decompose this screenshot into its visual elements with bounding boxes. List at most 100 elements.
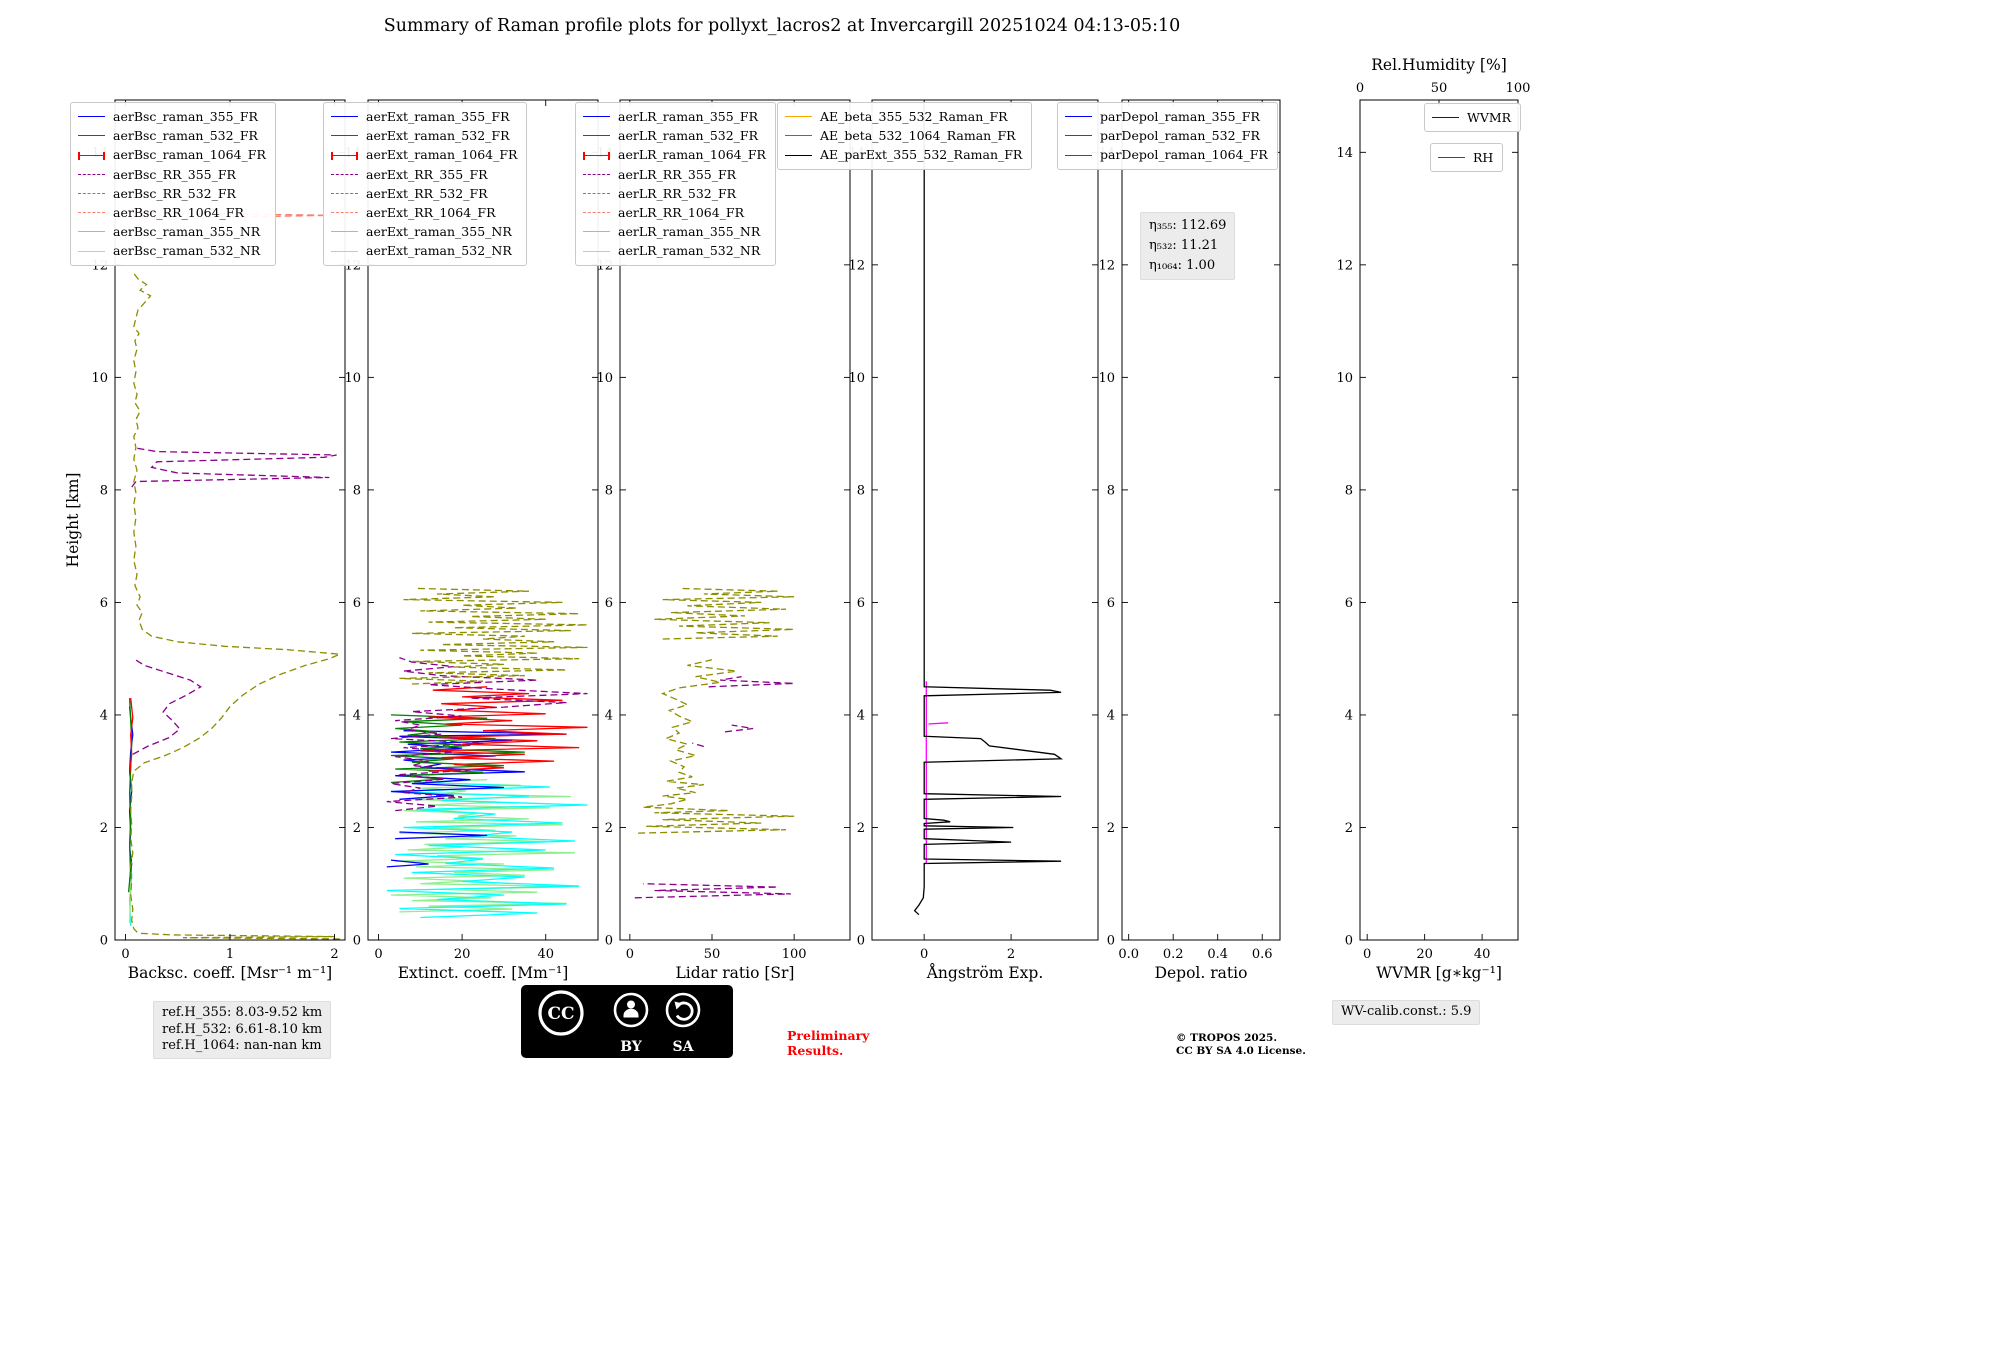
- legend-line-sample: [78, 212, 105, 214]
- y-tick-label: 12: [1098, 258, 1115, 273]
- wv-calibration-annotation: WV-calib.const.: 5.9: [1332, 1000, 1481, 1025]
- x-tick-label: 0: [920, 947, 928, 962]
- legend-item: parDepol_raman_532_FR: [1065, 126, 1268, 145]
- legend-item: aerExt_RR_1064_FR: [331, 203, 517, 222]
- legend-label: aerExt_raman_355_NR: [366, 224, 512, 240]
- legend-label: aerBsc_RR_355_FR: [113, 166, 236, 182]
- y-tick-label: 10: [91, 371, 108, 386]
- legend-line-sample: [331, 135, 358, 137]
- legend-line-sample: [785, 116, 812, 118]
- y-tick-label: 8: [1107, 483, 1115, 498]
- legend-item: aerBsc_RR_532_FR: [78, 184, 266, 203]
- cc-by-label: BY: [620, 1039, 643, 1055]
- x-tick-label: 0.2: [1163, 947, 1184, 962]
- legend-line-sample: [583, 192, 610, 194]
- y-tick-label: 8: [1345, 483, 1353, 498]
- x-tick-label: 100: [782, 947, 807, 962]
- legend-label: parDepol_raman_1064_FR: [1100, 147, 1268, 163]
- x-axis-label-wvmr: WVMR [g∗kg⁻¹]: [1376, 964, 1502, 982]
- legend-label: aerExt_raman_532_FR: [366, 128, 510, 144]
- y-tick-label: 8: [605, 483, 613, 498]
- share-alike-arrow: [675, 1001, 694, 1021]
- legend-label: aerLR_RR_355_FR: [618, 166, 737, 182]
- legend-lidar-ratio: aerLR_raman_355_FR aerLR_raman_532_FR aerL…: [575, 102, 776, 266]
- series-AE_parExt_355_532_Raman_FR: [913, 101, 1064, 916]
- legend-line-sample: [583, 212, 610, 214]
- y-tick-label: 4: [353, 708, 361, 723]
- y-tick-label: 2: [353, 821, 361, 836]
- legend-label: RH: [1473, 150, 1494, 165]
- x-tick-label: 2: [1007, 947, 1015, 962]
- cc-sa-label: SA: [673, 1039, 695, 1055]
- y-tick-label: 4: [605, 708, 613, 723]
- x-axis-label-backscatter: Backsc. coeff. [Msr⁻¹ m⁻¹]: [128, 964, 332, 982]
- legend-backscatter: aerBsc_raman_355_FR aerBsc_raman_532_FR ae…: [70, 102, 276, 266]
- legend-line-sample: [1065, 116, 1092, 118]
- legend-item: aerExt_RR_355_FR: [331, 165, 517, 184]
- cc-by-sa-badge: CC BY SA: [521, 985, 733, 1058]
- y-tick-label: 6: [1107, 596, 1115, 611]
- attribution-icon: [613, 992, 649, 1028]
- eta-355-value: η₃₅₅: 112.69: [1149, 218, 1227, 233]
- legend-label: parDepol_raman_355_FR: [1100, 109, 1260, 124]
- legend-item: aerLR_RR_1064_FR: [583, 203, 766, 222]
- series-aerExt_RR_355_FR: [386, 656, 588, 812]
- series-aerExt_raman_532_FR: [390, 714, 525, 784]
- x-tick-label: 0.4: [1207, 947, 1228, 962]
- legend-line-sample: [78, 151, 105, 160]
- legend-item: WVMR: [1432, 108, 1511, 127]
- y-tick-label: 12: [1336, 258, 1353, 273]
- legend-item: AE_beta_355_532_Raman_FR: [785, 107, 1022, 126]
- legend-line-sample: [78, 231, 105, 233]
- legend-label: aerBsc_raman_532_FR: [113, 128, 258, 144]
- legend-item: aerLR_raman_532_NR: [583, 241, 766, 260]
- legend-label: aerBsc_raman_532_NR: [113, 243, 261, 259]
- legend-label: aerExt_raman_1064_FR: [366, 147, 518, 163]
- legend-line-sample: [78, 135, 105, 137]
- x-tick-label: 0.0: [1118, 947, 1139, 962]
- legend-item: aerExt_raman_355_NR: [331, 222, 517, 241]
- legend-item: aerBsc_raman_1064_FR: [78, 145, 266, 164]
- legend-line-sample: [1065, 135, 1092, 137]
- series-aerBsc_RR_355_FR: [131, 447, 337, 755]
- y-tick-label: 14: [1336, 146, 1353, 161]
- legend-item: aerBsc_RR_1064_FR: [78, 203, 266, 222]
- y-tick-label: 2: [605, 821, 613, 836]
- y-tick-label: 10: [344, 371, 361, 386]
- legend-label: aerExt_RR_355_FR: [366, 166, 488, 182]
- y-tick-label: 6: [605, 596, 613, 611]
- axes-box: [367, 99, 599, 941]
- ref-h-532: ref.H_532: 6.61-8.10 km: [162, 1021, 323, 1037]
- panel-extinction: 0246810121402040Extinct. coeff. [Mm⁻¹]: [344, 99, 599, 982]
- legend-label: AE_parExt_355_532_Raman_FR: [820, 147, 1023, 163]
- ref-h-355: ref.H_355: 8.03-9.52 km: [162, 1005, 323, 1020]
- x-axis-label-angstroem: Ångström Exp.: [926, 964, 1044, 982]
- cc-logo-text: CC: [547, 1004, 574, 1024]
- x-tick-label: 0: [121, 947, 129, 962]
- series-aerBsc_raman_1064_FR: [128, 698, 134, 775]
- legend-item: aerLR_raman_1064_FR: [583, 145, 766, 164]
- legend-label: aerBsc_raman_1064_FR: [113, 147, 266, 163]
- legend-wvmr: WVMR: [1424, 103, 1522, 133]
- legend-line-sample: [78, 250, 105, 252]
- panel-angstroem: 0246810121402Ångström Exp.: [848, 99, 1099, 982]
- axes-box: [1359, 99, 1519, 941]
- legend-extinction: aerExt_raman_355_FR aerExt_raman_532_FR ae…: [323, 102, 528, 266]
- legend-item: AE_parExt_355_532_Raman_FR: [785, 145, 1022, 164]
- figure-title: Summary of Raman profile plots for polly…: [383, 16, 1181, 36]
- y-tick-label: 0: [1107, 934, 1115, 949]
- legend-item: parDepol_raman_355_FR: [1065, 107, 1268, 126]
- legend-label: aerLR_RR_532_FR: [618, 185, 737, 201]
- x-tick-label: 40: [537, 947, 554, 962]
- legend-label: aerLR_raman_355_NR: [618, 224, 761, 240]
- legend-line-sample: [331, 192, 358, 194]
- y-axis-label: Height [km]: [64, 473, 82, 568]
- legend-label: aerBsc_RR_1064_FR: [113, 205, 244, 221]
- x-tick-label: 50: [704, 947, 721, 962]
- legend-line-sample: [1438, 157, 1465, 159]
- y-tick-label: 0: [1345, 934, 1353, 949]
- legend-label: AE_beta_532_1064_Raman_FR: [820, 128, 1016, 144]
- legend-label: aerExt_RR_1064_FR: [366, 205, 496, 221]
- cc-logo-icon: [538, 990, 584, 1036]
